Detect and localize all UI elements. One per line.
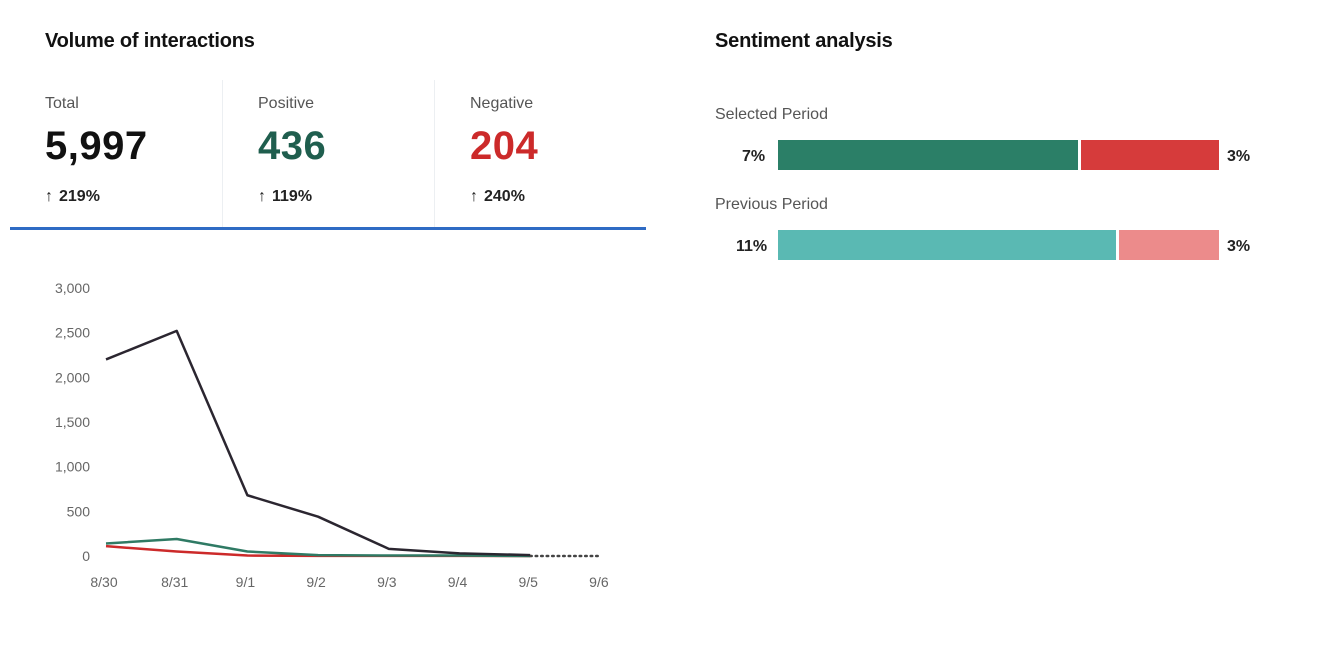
arrow-up-icon: ↑ <box>258 188 266 205</box>
metric-value: 204 <box>470 124 539 168</box>
metric-value: 436 <box>258 124 327 168</box>
previous-positive-bar[interactable] <box>778 230 1116 260</box>
metric-label: Total <box>45 95 79 112</box>
arrow-up-icon: ↑ <box>470 188 478 205</box>
metric-label: Negative <box>470 95 534 112</box>
y-tick-label: 1,000 <box>55 459 90 475</box>
x-tick-label: 9/6 <box>589 574 609 590</box>
volume-title: Volume of interactions <box>45 30 255 52</box>
selected-negative-pct: 3% <box>1227 148 1251 165</box>
interactions-line-chart: 3,000 2,500 2,000 1,500 1,000 500 08/30 8/31 9/1… <box>55 280 609 590</box>
metric-label: Positive <box>258 95 315 112</box>
metrics-row: Total 5,997 ↑ 219% Positive 436 ↑ 119% Neg… <box>10 80 646 230</box>
y-tick-label: 0 <box>82 548 90 564</box>
metric-change: ↑ 240% <box>470 188 525 206</box>
x-tick-label: 9/2 <box>306 574 326 590</box>
metric-total[interactable]: Total 5,997 ↑ 219% <box>10 80 222 227</box>
x-tick-label: 8/31 <box>161 574 188 590</box>
y-tick-label: 2,000 <box>55 369 90 385</box>
y-tick-label: 2,500 <box>55 325 90 341</box>
selected-positive-bar[interactable] <box>778 140 1078 170</box>
volume-card: Volume of interactions Total 5,997 ↑ 219%… <box>10 10 646 610</box>
metric-change-value: 219% <box>59 188 100 205</box>
previous-positive-pct: 11% <box>736 238 768 255</box>
selected-period-label: Selected Period <box>715 106 828 123</box>
selected-negative-bar[interactable] <box>1081 140 1219 170</box>
metric-value: 5,997 <box>45 124 148 168</box>
x-tick-label: 9/4 <box>448 574 468 590</box>
metric-change-value: 240% <box>484 188 525 205</box>
previous-negative-bar[interactable] <box>1119 230 1219 260</box>
series-line[interactable] <box>105 329 531 557</box>
x-tick-label: 8/30 <box>90 574 117 590</box>
y-tick-label: 500 <box>67 503 91 519</box>
metric-negative[interactable]: Negative 204 ↑ 240% <box>434 80 646 227</box>
x-tick-label: 9/5 <box>518 574 538 590</box>
sentiment-title: Sentiment analysis <box>715 30 893 52</box>
sentiment-card: Sentiment analysis Selected Period 7% 3%… <box>680 10 1308 290</box>
arrow-up-icon: ↑ <box>45 188 53 205</box>
y-tick-label: 1,500 <box>55 414 90 430</box>
metric-change: ↑ 119% <box>258 188 312 206</box>
metric-positive[interactable]: Positive 436 ↑ 119% <box>222 80 434 227</box>
y-tick-label: 3,000 <box>55 280 90 296</box>
x-tick-label: 9/3 <box>377 574 397 590</box>
selected-positive-pct: 7% <box>742 148 766 165</box>
previous-negative-pct: 3% <box>1227 238 1251 255</box>
metric-change-value: 119% <box>272 188 313 205</box>
x-tick-label: 9/1 <box>236 574 256 590</box>
metric-change: ↑ 219% <box>45 188 100 206</box>
series-line[interactable] <box>105 537 531 558</box>
previous-period-label: Previous Period <box>715 196 828 213</box>
